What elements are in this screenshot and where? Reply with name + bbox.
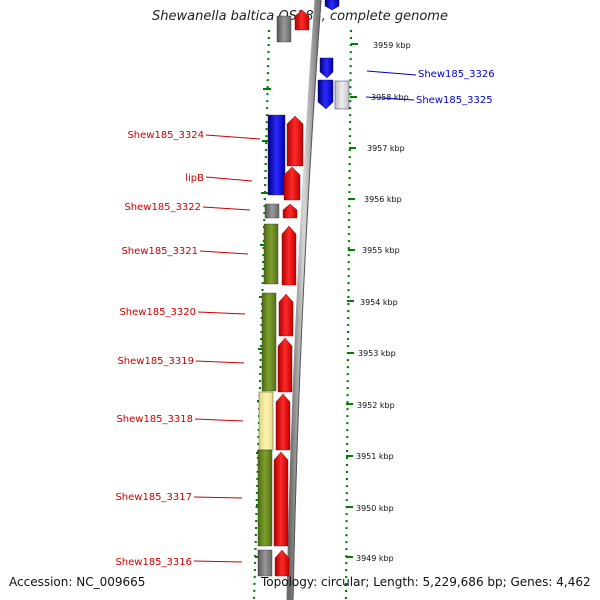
scale-tick-label: 3954 kbp bbox=[360, 298, 398, 307]
gene-arrow-shew185-3320[interactable] bbox=[278, 293, 294, 337]
leader-line bbox=[193, 496, 243, 499]
leader-line bbox=[197, 311, 246, 315]
cds-feature-shew185-3316[interactable] bbox=[257, 549, 273, 577]
gene-arrow-shew185-3321[interactable] bbox=[281, 225, 297, 286]
leader-line bbox=[202, 206, 251, 211]
gene-label-shew185-3324[interactable]: Shew185_3324 bbox=[127, 130, 204, 141]
gene-arrow-shew185-3317[interactable] bbox=[273, 451, 289, 547]
gene-label-shew185-3321[interactable]: Shew185_3321 bbox=[121, 246, 198, 257]
scale-tick-label: 3952 kbp bbox=[357, 401, 395, 410]
gene-arrow-shew185-3324[interactable] bbox=[286, 115, 304, 167]
ruler-inner bbox=[252, 29, 271, 600]
scale-tick-label: 3951 kbp bbox=[356, 452, 394, 461]
scale-tick-label: 3949 kbp bbox=[356, 554, 394, 563]
scale-tick-label: 3956 kbp bbox=[364, 195, 402, 204]
gene-label-shew185-3320[interactable]: Shew185_3320 bbox=[119, 307, 196, 318]
leader-line bbox=[199, 250, 249, 255]
scale-tick-label: 3958 kbp bbox=[371, 93, 409, 102]
left-gene-labels: Shew185_3324 lipB Shew185_3322 Shew185_3… bbox=[115, 130, 261, 568]
scale-tick-label: 3957 kbp bbox=[367, 144, 405, 153]
gene-arrow-shew185-3318[interactable] bbox=[275, 393, 291, 451]
gene-arrow-shew185-3319[interactable] bbox=[277, 337, 293, 393]
accession-text: Accession: NC_009665 bbox=[9, 575, 146, 589]
cds-feature-shew185-3321[interactable] bbox=[263, 223, 279, 285]
outer-ruler-ticks bbox=[346, 43, 358, 558]
scale-tick-label: 3955 kbp bbox=[362, 246, 400, 255]
leader-line bbox=[193, 560, 243, 563]
forward-gene-track bbox=[273, 9, 310, 577]
gene-label-shew185-3317[interactable]: Shew185_3317 bbox=[115, 492, 192, 503]
scale-tick-label: 3959 kbp bbox=[373, 41, 411, 50]
cds-feature-shew185-3317[interactable] bbox=[257, 449, 273, 547]
cds-feature-shew185-3318[interactable] bbox=[258, 391, 274, 451]
leader-line bbox=[205, 176, 253, 182]
gene-label-shew185-3319[interactable]: Shew185_3319 bbox=[117, 356, 194, 367]
leader-line bbox=[194, 418, 244, 422]
leader-line bbox=[366, 70, 417, 76]
gene-label-shew185-3325[interactable]: Shew185_3325 bbox=[416, 95, 493, 106]
gene-label-shew185-3316[interactable]: Shew185_3316 bbox=[115, 557, 192, 568]
gene-arrow-shew185-3322[interactable] bbox=[282, 203, 298, 219]
leader-line bbox=[205, 134, 261, 140]
genome-backbone-edge bbox=[292, 0, 322, 600]
gene-arrow-lipb[interactable] bbox=[283, 166, 301, 201]
genome-summary-text: Topology: circular; Length: 5,229,686 bp… bbox=[261, 575, 591, 589]
gene-arrow-shew185-3316[interactable] bbox=[274, 549, 290, 577]
scale-tick-label: 3953 kbp bbox=[358, 349, 396, 358]
reverse-gene-track bbox=[317, 0, 350, 110]
cds-feature-shew185-3325[interactable] bbox=[334, 80, 350, 110]
right-gene-labels: Shew185_3326 Shew185_3325 bbox=[365, 69, 495, 106]
leader-line bbox=[365, 96, 415, 101]
leader-line bbox=[195, 360, 245, 364]
genome-backbone bbox=[286, 0, 322, 600]
cds-feature[interactable] bbox=[276, 15, 292, 43]
cds-feature-shew185-3320-3319[interactable] bbox=[261, 292, 277, 392]
gene-arrow-shew185-3325[interactable] bbox=[317, 79, 334, 110]
scale-labels: 3959 kbp 3958 kbp 3957 kbp 3956 kbp 3955… bbox=[356, 41, 411, 563]
cds-feature-shew185-3322[interactable] bbox=[264, 203, 280, 219]
cds-feature-shew185-3324[interactable] bbox=[267, 114, 286, 196]
cds-track bbox=[257, 15, 292, 577]
gene-label-shew185-3318[interactable]: Shew185_3318 bbox=[116, 414, 193, 425]
gene-label-shew185-3326[interactable]: Shew185_3326 bbox=[418, 69, 495, 80]
gene-label-shew185-3322[interactable]: Shew185_3322 bbox=[124, 202, 201, 213]
gene-label-lipb[interactable]: lipB bbox=[185, 173, 204, 184]
scale-tick-label: 3950 kbp bbox=[356, 504, 394, 513]
ruler-outer bbox=[344, 29, 353, 600]
gene-arrow-forward[interactable] bbox=[294, 9, 310, 31]
gene-arrow-shew185-3326[interactable] bbox=[319, 57, 334, 79]
gene-arrow-reverse[interactable] bbox=[324, 0, 340, 11]
